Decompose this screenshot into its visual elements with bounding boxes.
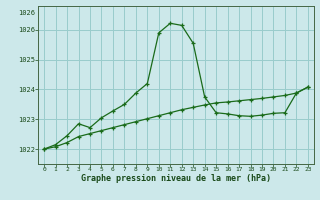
Text: 1026: 1026 — [18, 10, 35, 16]
X-axis label: Graphe pression niveau de la mer (hPa): Graphe pression niveau de la mer (hPa) — [81, 174, 271, 183]
